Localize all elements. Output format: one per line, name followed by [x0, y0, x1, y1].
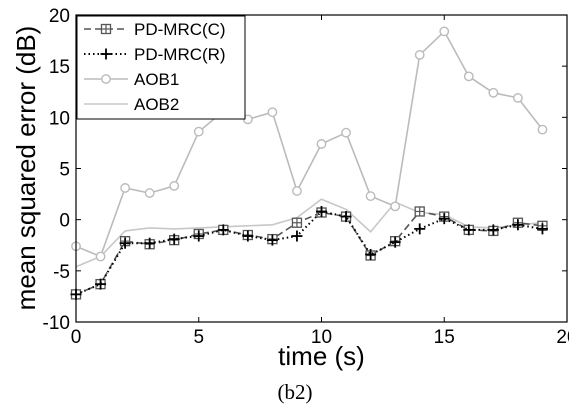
data-point-aob1: [292, 186, 302, 196]
data-point-aob1: [316, 139, 327, 149]
data-point-aob1: [267, 107, 278, 118]
x-tick-label: 15: [434, 327, 455, 348]
data-point-aob1: [390, 201, 401, 212]
data-point-aob1: [144, 188, 155, 198]
data-point-aob1: [193, 126, 204, 137]
data-point-pd-mrc-r: [242, 230, 254, 242]
legend-marker-pd-mrc-c: [100, 23, 112, 35]
x-tick-label: 0: [71, 327, 82, 348]
series-line-pd-mrc-r: [75, 210, 543, 296]
data-point-aob1: [439, 26, 450, 37]
legend-label-pd-mrc-c: PD-MRC(C): [134, 20, 226, 39]
data-point-pd-mrc-r: [144, 237, 156, 249]
data-point-pd-mrc-r: [266, 234, 278, 246]
figure-caption: (b2): [278, 380, 313, 404]
y-tick-label: 0: [59, 211, 70, 232]
data-point-pd-mrc-c: [414, 206, 425, 217]
y-tick-label: 20: [49, 6, 70, 27]
y-axis-title: mean squared error (dB): [11, 26, 41, 311]
x-tick-label: 5: [193, 327, 204, 348]
y-tick-label: 5: [59, 160, 70, 181]
legend-label-aob1: AOB1: [134, 70, 179, 89]
data-point-pd-mrc-r: [438, 213, 450, 225]
y-tick-label: -5: [53, 262, 70, 283]
legend-marker-pd-mrc-r: [100, 48, 112, 60]
data-point-pd-mrc-r: [340, 211, 352, 223]
data-point-pd-mrc-r: [119, 237, 131, 249]
y-tick-label: 15: [49, 57, 70, 78]
y-axis: -10 -5 0 5 10 15 20: [43, 6, 567, 334]
data-point-pd-mrc-c: [291, 217, 303, 228]
x-axis-title: time (s): [278, 341, 365, 371]
data-point-pd-mrc-r: [487, 224, 499, 236]
legend-marker-aob1: [101, 74, 111, 84]
data-point-pd-mrc-r: [95, 278, 107, 290]
legend-label-aob2: AOB2: [134, 95, 179, 114]
data-point-pd-mrc-r: [365, 248, 377, 260]
data-point-pd-mrc-r: [217, 224, 229, 236]
x-axis: 0 5 10 15 20: [71, 15, 569, 348]
data-point-aob1: [120, 183, 131, 193]
data-point-pd-mrc-r: [414, 223, 426, 235]
data-point-aob1: [365, 191, 376, 202]
data-point-aob1: [169, 180, 180, 191]
legend-label-pd-mrc-r: PD-MRC(R): [134, 45, 226, 64]
data-point-aob1: [537, 124, 548, 135]
data-point-aob1: [463, 71, 474, 82]
x-tick-label: 10: [311, 327, 332, 348]
data-point-aob1: [95, 251, 106, 262]
legend: PD-MRC(C) PD-MRC(R) AOB1 AOB2: [76, 15, 246, 120]
data-point-pd-mrc-r: [316, 205, 327, 217]
data-point-pd-mrc-r: [291, 230, 303, 242]
data-point-pd-mrc-r: [389, 236, 401, 248]
series-layer: [70, 26, 548, 300]
data-point-pd-mrc-r: [463, 224, 475, 236]
data-point-pd-mrc-r: [536, 223, 548, 235]
data-point-pd-mrc-r: [512, 219, 524, 231]
data-point-aob1: [513, 92, 523, 103]
data-point-aob1: [414, 50, 425, 60]
y-tick-label: -10: [43, 313, 70, 334]
x-tick-label: 20: [556, 327, 569, 348]
data-point-pd-mrc-r: [168, 233, 180, 245]
y-tick-label: 10: [49, 108, 70, 129]
data-point-pd-mrc-r: [193, 230, 205, 242]
data-point-aob1: [488, 87, 499, 98]
data-point-aob1: [341, 127, 351, 138]
